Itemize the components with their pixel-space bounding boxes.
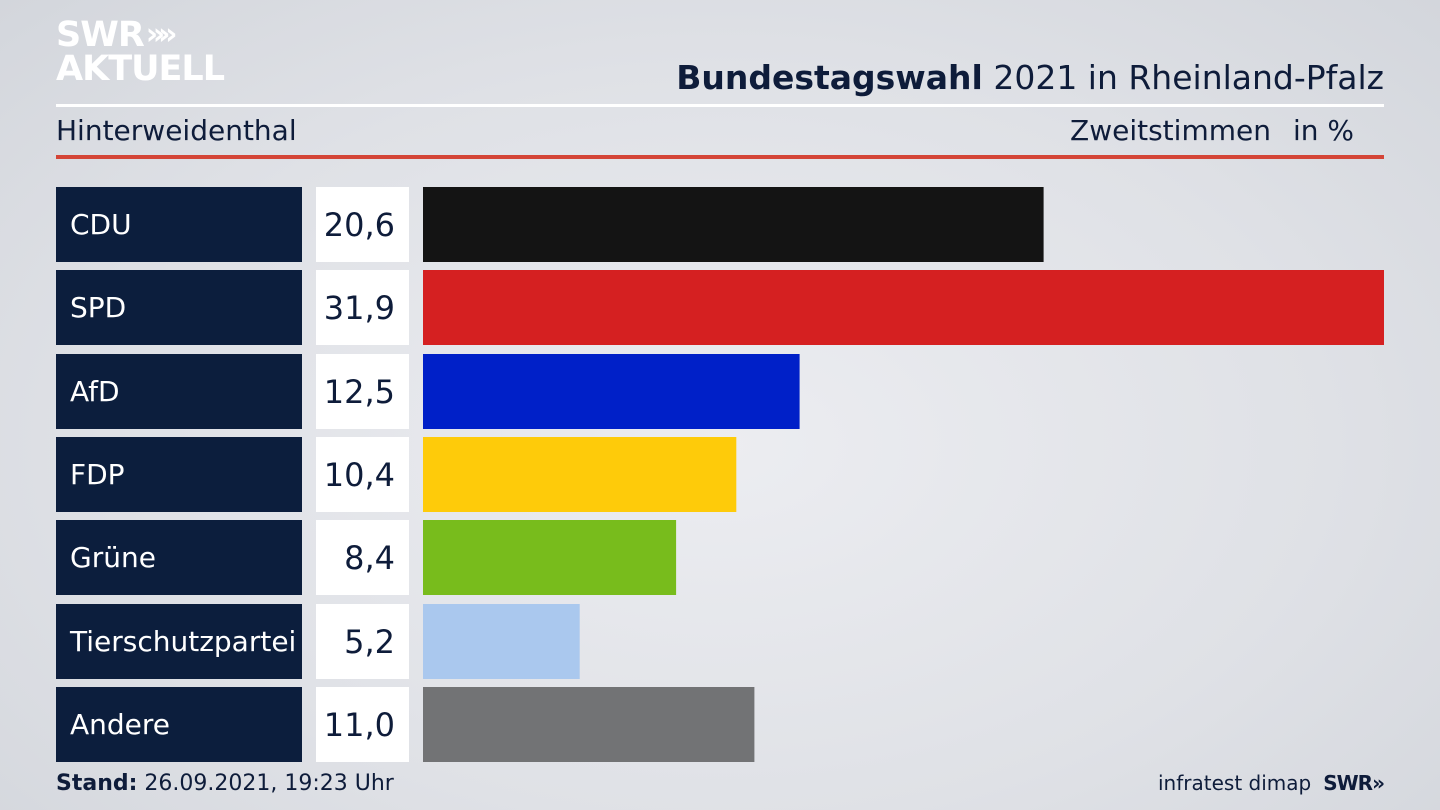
- value-label: 12,5: [316, 354, 409, 429]
- timestamp: Stand: 26.09.2021, 19:23 Uhr: [56, 771, 394, 796]
- party-label: AfD: [56, 354, 302, 429]
- timestamp-value: 26.09.2021, 19:23 Uhr: [137, 771, 394, 796]
- party-label: FDP: [56, 437, 302, 512]
- bar: [423, 354, 800, 429]
- bar: [423, 187, 1044, 262]
- chart-title: Bundestagswahl 2021 in Rheinland-Pfalz: [676, 58, 1384, 97]
- header-divider: [56, 104, 1384, 107]
- bar: [423, 437, 737, 512]
- place-name: Hinterweidenthal: [56, 114, 297, 147]
- value-label: 8,4: [316, 520, 409, 595]
- title-rest: 2021 in Rheinland-Pfalz: [982, 58, 1384, 97]
- measure-label: Zweitstimmen in %: [1070, 114, 1354, 147]
- measure-text: Zweitstimmen: [1070, 114, 1271, 147]
- bar: [423, 687, 755, 762]
- bar: [423, 270, 1384, 345]
- bar: [423, 604, 580, 679]
- source-credit: infratest dimap SWR»: [1158, 771, 1385, 795]
- timestamp-label: Stand:: [56, 771, 138, 796]
- source-text: infratest dimap: [1158, 771, 1312, 795]
- unit-text: in %: [1292, 114, 1354, 147]
- value-label: 5,2: [316, 604, 409, 679]
- bar: [423, 520, 677, 595]
- logo-swr-text: SWR: [56, 15, 145, 55]
- party-label: Tierschutzpartei: [56, 604, 302, 679]
- party-label: Grüne: [56, 520, 302, 595]
- value-label: 20,6: [316, 187, 409, 262]
- value-label: 11,0: [316, 687, 409, 762]
- swr-aktuell-logo: SWR »» AKTUELL: [56, 15, 225, 89]
- party-label: Andere: [56, 687, 302, 762]
- value-label: 10,4: [316, 437, 409, 512]
- accent-divider: [56, 155, 1384, 159]
- title-bold: Bundestagswahl: [676, 58, 983, 97]
- party-label: SPD: [56, 270, 302, 345]
- swr-small-logo: SWR»: [1323, 771, 1385, 795]
- logo-aktuell-text: AKTUELL: [56, 49, 225, 89]
- value-label: 31,9: [316, 270, 409, 345]
- party-label: CDU: [56, 187, 302, 262]
